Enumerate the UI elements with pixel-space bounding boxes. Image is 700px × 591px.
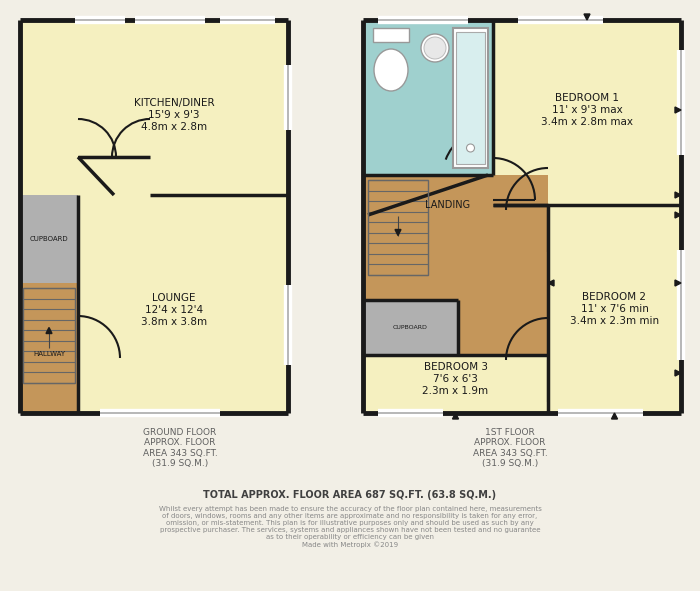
- Polygon shape: [675, 370, 681, 376]
- Text: LANDING: LANDING: [426, 200, 470, 210]
- Text: BEDROOM 3
7'6 x 6'3
2.3m x 1.9m: BEDROOM 3 7'6 x 6'3 2.3m x 1.9m: [422, 362, 489, 395]
- Ellipse shape: [374, 49, 408, 91]
- Ellipse shape: [421, 34, 449, 62]
- Bar: [548, 205, 681, 413]
- Polygon shape: [395, 229, 401, 235]
- Text: TOTAL APPROX. FLOOR AREA 687 SQ.FT. (63.8 SQ.M.): TOTAL APPROX. FLOOR AREA 687 SQ.FT. (63.…: [204, 490, 496, 500]
- Text: BEDROOM 2
11' x 7'6 min
3.4m x 2.3m min: BEDROOM 2 11' x 7'6 min 3.4m x 2.3m min: [570, 293, 659, 326]
- Polygon shape: [675, 280, 681, 286]
- Bar: [453, 28, 488, 168]
- Text: 1ST FLOOR
APPROX. FLOOR
AREA 343 SQ.FT.
(31.9 SQ.M.): 1ST FLOOR APPROX. FLOOR AREA 343 SQ.FT. …: [473, 428, 547, 468]
- Bar: [373, 28, 409, 42]
- Circle shape: [466, 144, 475, 152]
- Bar: [363, 355, 548, 413]
- Bar: [20, 20, 288, 413]
- Text: HALLWAY: HALLWAY: [33, 352, 65, 358]
- Bar: [363, 300, 458, 355]
- Polygon shape: [612, 413, 617, 419]
- Text: GROUND FLOOR
APPROX. FLOOR
AREA 343 SQ.FT.
(31.9 SQ.M.): GROUND FLOOR APPROX. FLOOR AREA 343 SQ.F…: [143, 428, 218, 468]
- Text: KITCHEN/DINER
15'9 x 9'3
4.8m x 2.8m: KITCHEN/DINER 15'9 x 9'3 4.8m x 2.8m: [134, 98, 214, 132]
- Text: CUPBOARD: CUPBOARD: [29, 236, 69, 242]
- Polygon shape: [452, 413, 458, 419]
- Polygon shape: [548, 280, 554, 286]
- Bar: [20, 283, 78, 413]
- Bar: [453, 28, 488, 168]
- Text: LOUNGE
12'4 x 12'4
3.8m x 3.8m: LOUNGE 12'4 x 12'4 3.8m x 3.8m: [141, 293, 207, 327]
- Bar: [456, 32, 485, 164]
- Polygon shape: [675, 192, 681, 198]
- Ellipse shape: [424, 37, 446, 59]
- Text: CUPBOARD: CUPBOARD: [393, 325, 428, 330]
- Bar: [20, 195, 78, 283]
- Text: BEDROOM 1
11' x 9'3 max
3.4m x 2.8m max: BEDROOM 1 11' x 9'3 max 3.4m x 2.8m max: [541, 93, 633, 126]
- Bar: [363, 175, 548, 355]
- Polygon shape: [675, 107, 681, 113]
- Bar: [373, 28, 409, 42]
- Bar: [368, 180, 428, 275]
- Polygon shape: [675, 212, 681, 218]
- Bar: [23, 288, 75, 383]
- Polygon shape: [46, 327, 52, 333]
- Bar: [493, 20, 681, 205]
- Text: Whilst every attempt has been made to ensure the accuracy of the floor plan cont: Whilst every attempt has been made to en…: [159, 506, 541, 548]
- Bar: [456, 32, 485, 164]
- Polygon shape: [584, 14, 590, 20]
- Bar: [363, 20, 493, 175]
